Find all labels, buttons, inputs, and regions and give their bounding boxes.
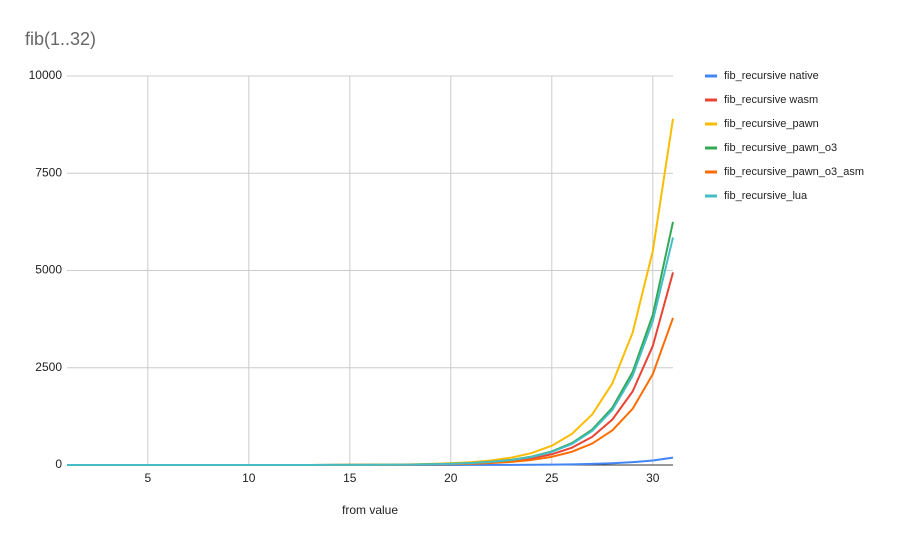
legend-label: fib_recursive_pawn: [724, 118, 819, 130]
legend-label: fib_recursive_lua: [724, 190, 808, 202]
legend-label: fib_recursive_pawn_o3_asm: [724, 166, 864, 178]
y-tick-label: 2500: [35, 360, 62, 374]
legend-label: fib_recursive wasm: [724, 94, 818, 106]
x-tick-label: 25: [545, 471, 559, 485]
y-tick-label: 5000: [35, 263, 62, 277]
series-line: [67, 237, 674, 466]
legend-label: fib_recursive_pawn_o3: [724, 142, 837, 154]
legend-label: fib_recursive native: [724, 70, 819, 82]
x-tick-label: 30: [646, 471, 660, 485]
x-axis-title: from value: [342, 503, 398, 517]
y-tick-label: 7500: [35, 165, 62, 179]
x-tick-label: 15: [343, 471, 357, 485]
y-tick-label: 0: [55, 457, 62, 471]
x-tick-label: 5: [144, 471, 151, 485]
x-tick-label: 20: [444, 471, 458, 485]
chart-title: fib(1..32): [25, 29, 96, 49]
x-tick-label: 10: [242, 471, 256, 485]
y-tick-label: 10000: [29, 68, 63, 82]
